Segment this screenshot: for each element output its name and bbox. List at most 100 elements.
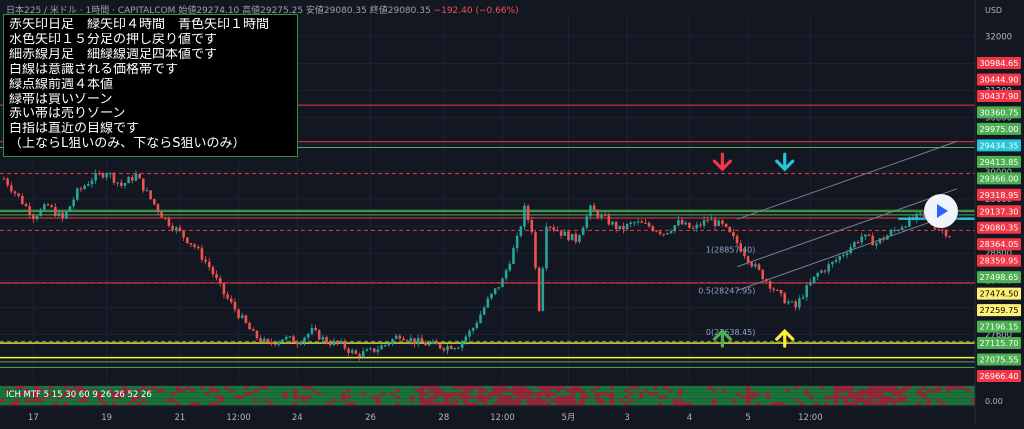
candle[interactable] — [900, 227, 904, 230]
candle[interactable] — [105, 174, 108, 178]
candle[interactable] — [43, 204, 46, 210]
candle[interactable] — [76, 188, 79, 200]
candle[interactable] — [98, 173, 101, 175]
candle[interactable] — [226, 294, 229, 299]
candle[interactable] — [215, 274, 218, 278]
candle[interactable] — [882, 238, 885, 240]
candle[interactable] — [259, 338, 262, 342]
candle[interactable] — [559, 231, 563, 236]
price-tag[interactable]: 29975.00 — [977, 122, 1021, 135]
candle[interactable] — [94, 173, 97, 181]
candle[interactable] — [325, 336, 328, 344]
candle[interactable] — [361, 351, 365, 357]
candle[interactable] — [662, 233, 666, 235]
candle[interactable] — [765, 279, 768, 282]
candle[interactable] — [772, 288, 776, 290]
candle[interactable] — [120, 182, 123, 186]
candle[interactable] — [163, 217, 167, 219]
candle[interactable] — [644, 222, 647, 224]
candle[interactable] — [680, 219, 684, 225]
candle[interactable] — [442, 348, 446, 351]
candle[interactable] — [427, 343, 431, 346]
candle[interactable] — [200, 248, 204, 260]
play-icon[interactable] — [924, 194, 958, 228]
candle[interactable] — [288, 336, 292, 338]
candle[interactable] — [295, 342, 299, 345]
candle[interactable] — [185, 237, 189, 244]
candle[interactable] — [941, 229, 944, 231]
candle[interactable] — [281, 339, 284, 342]
candle[interactable] — [570, 233, 574, 241]
candle[interactable] — [794, 301, 798, 308]
candle[interactable] — [805, 285, 809, 298]
candle[interactable] — [248, 322, 251, 330]
candle[interactable] — [827, 264, 830, 272]
candle[interactable] — [886, 235, 889, 240]
candle[interactable] — [677, 219, 680, 226]
candle[interactable] — [380, 345, 383, 350]
price-tag[interactable]: 30437.90 — [977, 89, 1021, 102]
candle[interactable] — [556, 229, 559, 232]
candle[interactable] — [149, 190, 152, 200]
candle[interactable] — [603, 214, 607, 216]
candle[interactable] — [515, 235, 519, 249]
candle[interactable] — [523, 205, 526, 227]
candle[interactable] — [578, 235, 581, 242]
candle[interactable] — [142, 178, 145, 191]
candle[interactable] — [391, 339, 394, 344]
candle[interactable] — [706, 219, 710, 221]
candle[interactable] — [270, 342, 273, 344]
price-tag[interactable]: 29366.00 — [977, 172, 1021, 185]
price-tag[interactable]: 29434.35 — [977, 139, 1021, 152]
candle[interactable] — [871, 235, 874, 246]
candle[interactable] — [339, 340, 343, 344]
candle[interactable] — [402, 338, 405, 341]
candle[interactable] — [420, 338, 424, 343]
candle[interactable] — [72, 199, 75, 207]
candle[interactable] — [919, 212, 922, 214]
candle[interactable] — [17, 193, 20, 197]
candle[interactable] — [497, 287, 501, 289]
candle[interactable] — [889, 230, 893, 236]
candle[interactable] — [750, 262, 754, 267]
candle[interactable] — [10, 185, 13, 192]
candle[interactable] — [625, 223, 629, 230]
candle[interactable] — [174, 227, 178, 231]
candle[interactable] — [138, 173, 141, 179]
candle[interactable] — [109, 173, 112, 175]
candle[interactable] — [449, 345, 453, 350]
candle[interactable] — [618, 225, 622, 229]
candle[interactable] — [944, 230, 948, 237]
candle[interactable] — [266, 338, 270, 343]
candle[interactable] — [545, 226, 548, 269]
candle[interactable] — [798, 298, 801, 308]
candle[interactable] — [299, 342, 303, 345]
candle[interactable] — [453, 348, 457, 350]
candle[interactable] — [156, 204, 160, 212]
candle[interactable] — [757, 264, 761, 270]
price-tag[interactable]: 29413.85 — [977, 155, 1021, 168]
candle[interactable] — [526, 205, 530, 221]
candle[interactable] — [171, 225, 174, 231]
candle[interactable] — [457, 347, 460, 349]
candle[interactable] — [486, 298, 490, 308]
candle[interactable] — [904, 226, 907, 228]
candle[interactable] — [908, 217, 911, 227]
candle[interactable] — [581, 227, 585, 236]
candle[interactable] — [68, 206, 72, 212]
candle[interactable] — [633, 222, 636, 224]
candle[interactable] — [306, 333, 310, 338]
candle[interactable] — [50, 205, 53, 207]
candle[interactable] — [152, 199, 156, 205]
candle[interactable] — [801, 297, 805, 299]
candle[interactable] — [24, 204, 28, 207]
candle[interactable] — [369, 348, 372, 350]
candle[interactable] — [504, 270, 508, 279]
price-tag[interactable]: 27115.70 — [977, 337, 1021, 350]
symbol-title[interactable]: 日本225 / 米ドル · 1時間 · CAPITALCOM — [6, 6, 176, 16]
candle[interactable] — [350, 350, 354, 353]
candle[interactable] — [479, 314, 482, 323]
candle[interactable] — [21, 196, 24, 205]
candle[interactable] — [244, 315, 248, 323]
candle[interactable] — [669, 231, 673, 233]
